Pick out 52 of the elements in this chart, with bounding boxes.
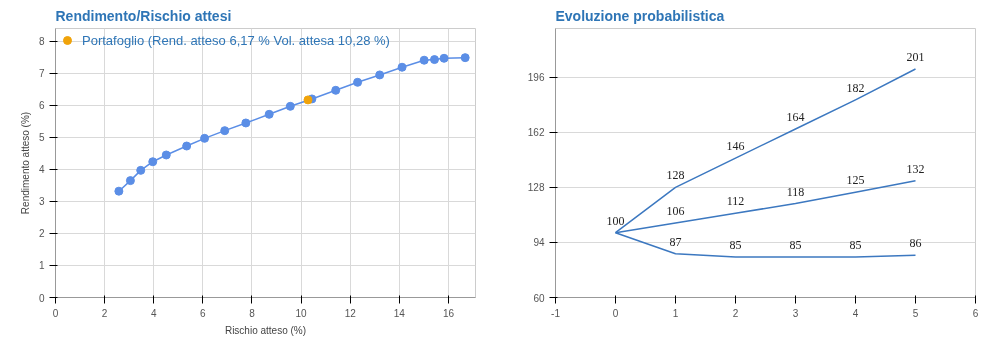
data-label: 86 <box>909 236 922 251</box>
x-tick-label: 8 <box>249 307 256 319</box>
x-axis-title: Rischio atteso (%) <box>224 324 307 336</box>
y-tick-label: 0 <box>38 292 45 304</box>
y-tick-label: 196 <box>527 72 545 84</box>
x-tick-label: 2 <box>101 307 108 319</box>
x-tick-label: 6 <box>972 307 979 319</box>
y-tick-label: 8 <box>38 36 45 48</box>
data-label: 182 <box>846 80 865 95</box>
x-tick-label: 14 <box>393 307 406 319</box>
y-tick-label: 2 <box>38 228 45 240</box>
y-tick-label: 1 <box>38 260 45 272</box>
y-tick-label: 5 <box>38 132 45 144</box>
x-tick-label: 12 <box>344 307 357 319</box>
x-tick-label: 3 <box>792 307 799 319</box>
x-tick-label: 0 <box>612 307 619 319</box>
y-tick-label: 6 <box>38 100 45 112</box>
data-label: 201 <box>906 50 925 65</box>
y-tick-label: 128 <box>527 182 545 194</box>
data-label: 112 <box>726 194 745 209</box>
data-label: 125 <box>846 173 865 188</box>
y-tick-label: 60 <box>533 292 545 304</box>
x-tick-label: 4 <box>852 307 859 319</box>
legend-label: Portafoglio (Rend. atteso 6,17 % Vol. attesa 10,28 %) <box>82 32 390 48</box>
chart-title: Evoluzione probabilistica <box>555 7 725 24</box>
data-label: 128 <box>666 168 685 183</box>
data-label: 87 <box>669 234 682 249</box>
data-label: 146 <box>726 139 745 154</box>
data-label: 85 <box>729 237 742 252</box>
y-tick-label: 7 <box>38 68 45 80</box>
data-label: 132 <box>906 161 925 176</box>
data-label: 118 <box>786 184 805 199</box>
y-tick-label: 94 <box>533 237 545 249</box>
y-tick-label: 4 <box>38 164 45 176</box>
data-label: 106 <box>666 203 685 218</box>
x-tick-label: -1 <box>551 307 561 319</box>
data-label: 85 <box>789 237 802 252</box>
data-label: 85 <box>849 237 862 252</box>
x-tick-label: 4 <box>150 307 157 319</box>
x-tick-label: 0 <box>52 307 59 319</box>
x-tick-label: 5 <box>912 307 919 319</box>
x-tick-label: 16 <box>442 307 455 319</box>
data-label: 164 <box>786 109 805 124</box>
x-tick-label: 2 <box>732 307 739 319</box>
x-tick-label: 6 <box>200 307 207 319</box>
data-label: 100 <box>606 213 625 228</box>
y-tick-label: 162 <box>527 127 545 139</box>
x-tick-label: 10 <box>295 307 308 319</box>
x-tick-label: 1 <box>672 307 679 319</box>
y-tick-label: 3 <box>38 196 45 208</box>
chart-title: Rendimento/Rischio attesi <box>55 7 232 24</box>
y-axis-title: Rendimento atteso (%) <box>19 111 31 215</box>
